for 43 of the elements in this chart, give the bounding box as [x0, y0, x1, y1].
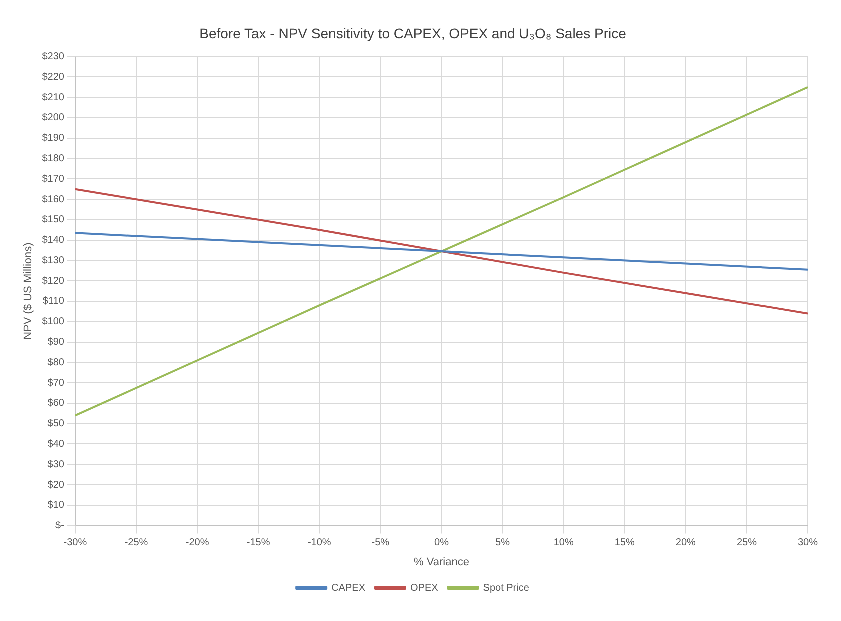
y-tick-label: $150: [42, 214, 65, 226]
y-tick-label: $210: [42, 92, 65, 104]
y-tick-label: $20: [48, 480, 65, 491]
y-tick-label: $180: [42, 154, 65, 165]
y-tick-label: $110: [42, 296, 65, 308]
x-tick-label: 10%: [554, 538, 574, 549]
y-tick-label: $220: [42, 72, 65, 83]
y-tick-label: $100: [42, 316, 65, 328]
y-tick-label: $90: [48, 337, 65, 348]
x-tick-label: 20%: [676, 538, 696, 549]
y-tick-label: $160: [42, 194, 65, 206]
y-tick-label: $-: [56, 520, 64, 532]
y-tick-label: $30: [48, 459, 65, 470]
x-axis-title: % Variance: [414, 556, 470, 568]
y-tick-label: $130: [42, 255, 65, 266]
x-tick-label: -5%: [372, 538, 390, 549]
y-tick-label: $80: [48, 357, 65, 368]
x-tick-label: 25%: [736, 538, 758, 549]
y-tick-label: $60: [48, 398, 65, 410]
x-tick-label: -25%: [124, 538, 148, 549]
x-tick-label: -15%: [246, 538, 270, 549]
y-tick-label: $140: [42, 235, 65, 246]
y-tick-label: $120: [42, 276, 65, 287]
y-tick-label: $200: [42, 112, 65, 124]
x-tick-label: -20%: [186, 538, 210, 549]
x-tick-label: -30%: [64, 538, 88, 549]
chart-title: Before Tax - NPV Sensitivity to CAPEX, OPEX and U₃O₈ Sales Price: [200, 25, 627, 42]
x-tick-label: 30%: [798, 538, 818, 549]
x-tick-label: 0%: [434, 538, 450, 549]
legend-label: OPEX: [410, 582, 439, 594]
legend-label: CAPEX: [332, 582, 366, 594]
y-tick-label: $50: [48, 418, 65, 430]
y-tick-label: $70: [48, 378, 65, 389]
x-tick-label: 15%: [614, 538, 635, 549]
y-tick-label: $40: [48, 438, 65, 450]
legend-label: Spot Price: [483, 582, 530, 594]
x-tick-label: -10%: [308, 538, 332, 549]
y-axis-title: NPV ($ US Millions): [22, 242, 35, 340]
y-tick-label: $190: [42, 133, 65, 144]
y-tick-label: $170: [42, 174, 65, 185]
y-tick-label: $10: [48, 500, 65, 512]
y-tick-label: $230: [42, 52, 65, 63]
x-tick-label: 5%: [496, 538, 510, 549]
